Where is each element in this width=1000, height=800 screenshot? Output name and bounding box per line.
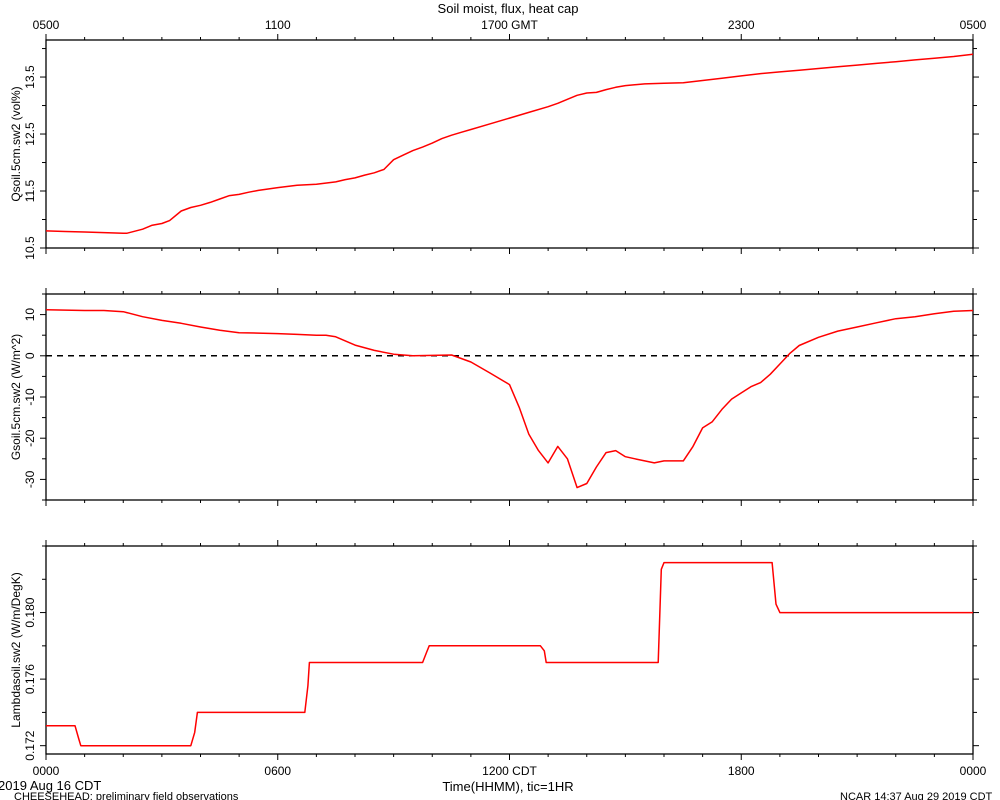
top-tick-label: 0500 (33, 18, 60, 32)
footer-stamp: NCAR 14:37 Aug 29 2019 CDT (840, 791, 993, 800)
y-tick-label: -30 (23, 470, 37, 488)
y-tick-label: 0.180 (23, 597, 37, 627)
bottom-tick-label: 1800 (728, 764, 755, 778)
y-axis-label: Qsoil.5cm.sw2 (vol%) (9, 86, 23, 201)
y-tick-label: 0 (23, 352, 37, 359)
plot-frame (45, 293, 974, 501)
top-tick-label: 1700 GMT (481, 18, 538, 32)
y-tick-label: 10.5 (23, 236, 37, 260)
top-tick-label: 2300 (728, 18, 755, 32)
y-tick-label: -20 (23, 429, 37, 447)
y-tick-label: -10 (23, 388, 37, 406)
series-line (46, 561, 973, 747)
bottom-tick-label: 0000 (960, 764, 987, 778)
plot-frame (45, 39, 974, 249)
footer-project: CHEESEHEAD: preliminary field observatio… (14, 791, 239, 800)
chart-title: Soil moist, flux, heat cap (438, 1, 579, 16)
top-tick-label: 0500 (960, 18, 987, 32)
y-tick-label: 10 (23, 308, 37, 322)
top-axis-labels: 0500 1100 1700 GMT 2300 0500 (33, 18, 987, 32)
y-axis-label: Lambdasoil.sw2 (W/m/DegK) (9, 572, 23, 727)
series-line (45, 308, 974, 489)
top-tick-label: 1100 (265, 18, 291, 32)
y-tick-label: 0.172 (23, 730, 37, 760)
bottom-tick-label: 0600 (264, 764, 291, 778)
plot-frame (45, 545, 974, 755)
x-axis-label: Time(HHMM), tic=1HR (442, 779, 573, 794)
series-line (45, 53, 974, 234)
bottom-axis-labels: 0000 0600 1200 CDT 1800 0000 (33, 764, 987, 778)
y-tick-label: 0.176 (23, 664, 37, 694)
bottom-tick-label: 1200 CDT (482, 764, 537, 778)
bottom-tick-label: 0000 (33, 764, 60, 778)
y-tick-label: 11.5 (23, 179, 37, 202)
y-axis-label: Gsoil.5cm.sw2 (W/m^2) (9, 334, 23, 460)
y-tick-label: 12.5 (23, 122, 37, 146)
y-tick-label: 13.5 (23, 65, 37, 89)
footer-date: 2019 Aug 16 CDT (0, 778, 101, 793)
